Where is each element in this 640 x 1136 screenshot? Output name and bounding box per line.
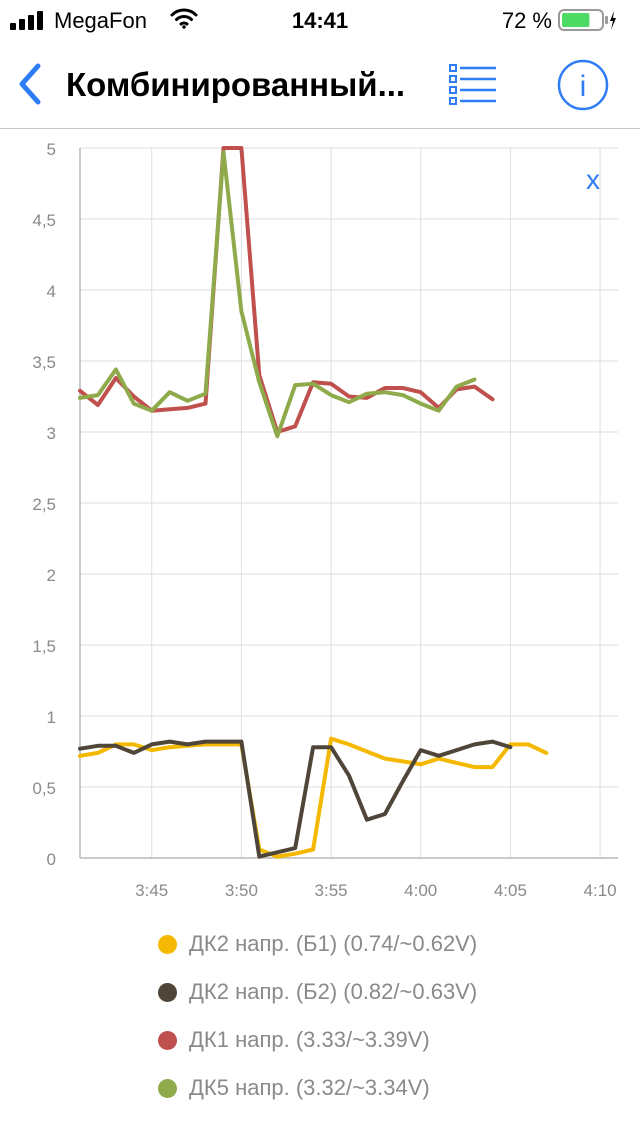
chart-legend: ДК2 напр. (Б1) (0.74/~0.62V) ДК2 напр. (Б… [158, 920, 477, 1112]
y-tick-label: 1,5 [32, 637, 56, 656]
close-chart-button[interactable]: x [586, 164, 600, 195]
status-bar: MegaFon 14:41 72 % [0, 0, 640, 40]
charging-icon [610, 11, 616, 30]
x-tick-label: 3:55 [315, 881, 348, 900]
x-tick-label: 3:45 [135, 881, 168, 900]
legend-label: ДК2 напр. (Б1) (0.74/~0.62V) [189, 931, 478, 956]
series-line-1 [78, 736, 549, 859]
status-time: 14:41 [291, 8, 349, 33]
nav-bar: Комбинированный... i [0, 40, 640, 129]
legend-color-dot [158, 934, 177, 954]
y-tick-label: 4 [47, 282, 56, 301]
y-tick-label: 1 [47, 708, 56, 727]
battery-icon [558, 9, 616, 31]
legend-label: ДК2 напр. (Б2) (0.82/~0.63V) [189, 979, 478, 1004]
y-tick-label: 3 [47, 424, 56, 443]
legend-color-dot [158, 982, 177, 1002]
legend-color-dot [158, 1078, 177, 1098]
series-line-4 [78, 150, 477, 439]
legend-label: ДК5 напр. (3.32/~3.34V) [189, 1075, 430, 1100]
wifi-icon [170, 8, 198, 29]
battery-percent: 72 % [501, 8, 552, 33]
y-tick-label: 0,5 [32, 779, 56, 798]
y-tick-label: 0 [47, 850, 56, 869]
legend-item[interactable]: ДК2 напр. (Б1) (0.74/~0.62V) [158, 920, 477, 968]
chart: 0 0,5 1 1,5 2 2,5 3 3,5 4 4,5 5 3:45 3:50 3:55 4:00 4:0… [32, 140, 618, 900]
signal-icon [10, 11, 43, 30]
y-tick-label: 5 [47, 140, 56, 159]
series-line-2 [78, 739, 513, 859]
legend-item[interactable]: ДК2 напр. (Б2) (0.82/~0.63V) [158, 968, 477, 1016]
y-tick-label: 2 [47, 566, 56, 585]
y-tick-label: 3,5 [32, 353, 56, 372]
chevron-left-icon[interactable] [14, 60, 50, 108]
legend-item[interactable]: ДК1 напр. (3.33/~3.39V) [158, 1016, 477, 1064]
legend-item[interactable]: ДК5 напр. (3.32/~3.34V) [158, 1064, 477, 1112]
legend-label: ДК1 напр. (3.33/~3.39V) [189, 1027, 430, 1052]
page-title: Комбинированный... [66, 66, 406, 103]
x-tick-label: 3:50 [225, 881, 258, 900]
y-tick-label: 4,5 [32, 211, 56, 230]
x-tick-label: 4:00 [404, 881, 437, 900]
info-icon[interactable]: i [556, 58, 610, 112]
list-icon[interactable] [446, 62, 500, 106]
y-tick-label: 2,5 [32, 495, 56, 514]
x-tick-label: 4:05 [494, 881, 527, 900]
info-label: i [580, 70, 587, 103]
carrier-name: MegaFon [54, 8, 147, 33]
legend-color-dot [158, 1030, 177, 1050]
x-tick-label: 4:10 [584, 881, 617, 900]
